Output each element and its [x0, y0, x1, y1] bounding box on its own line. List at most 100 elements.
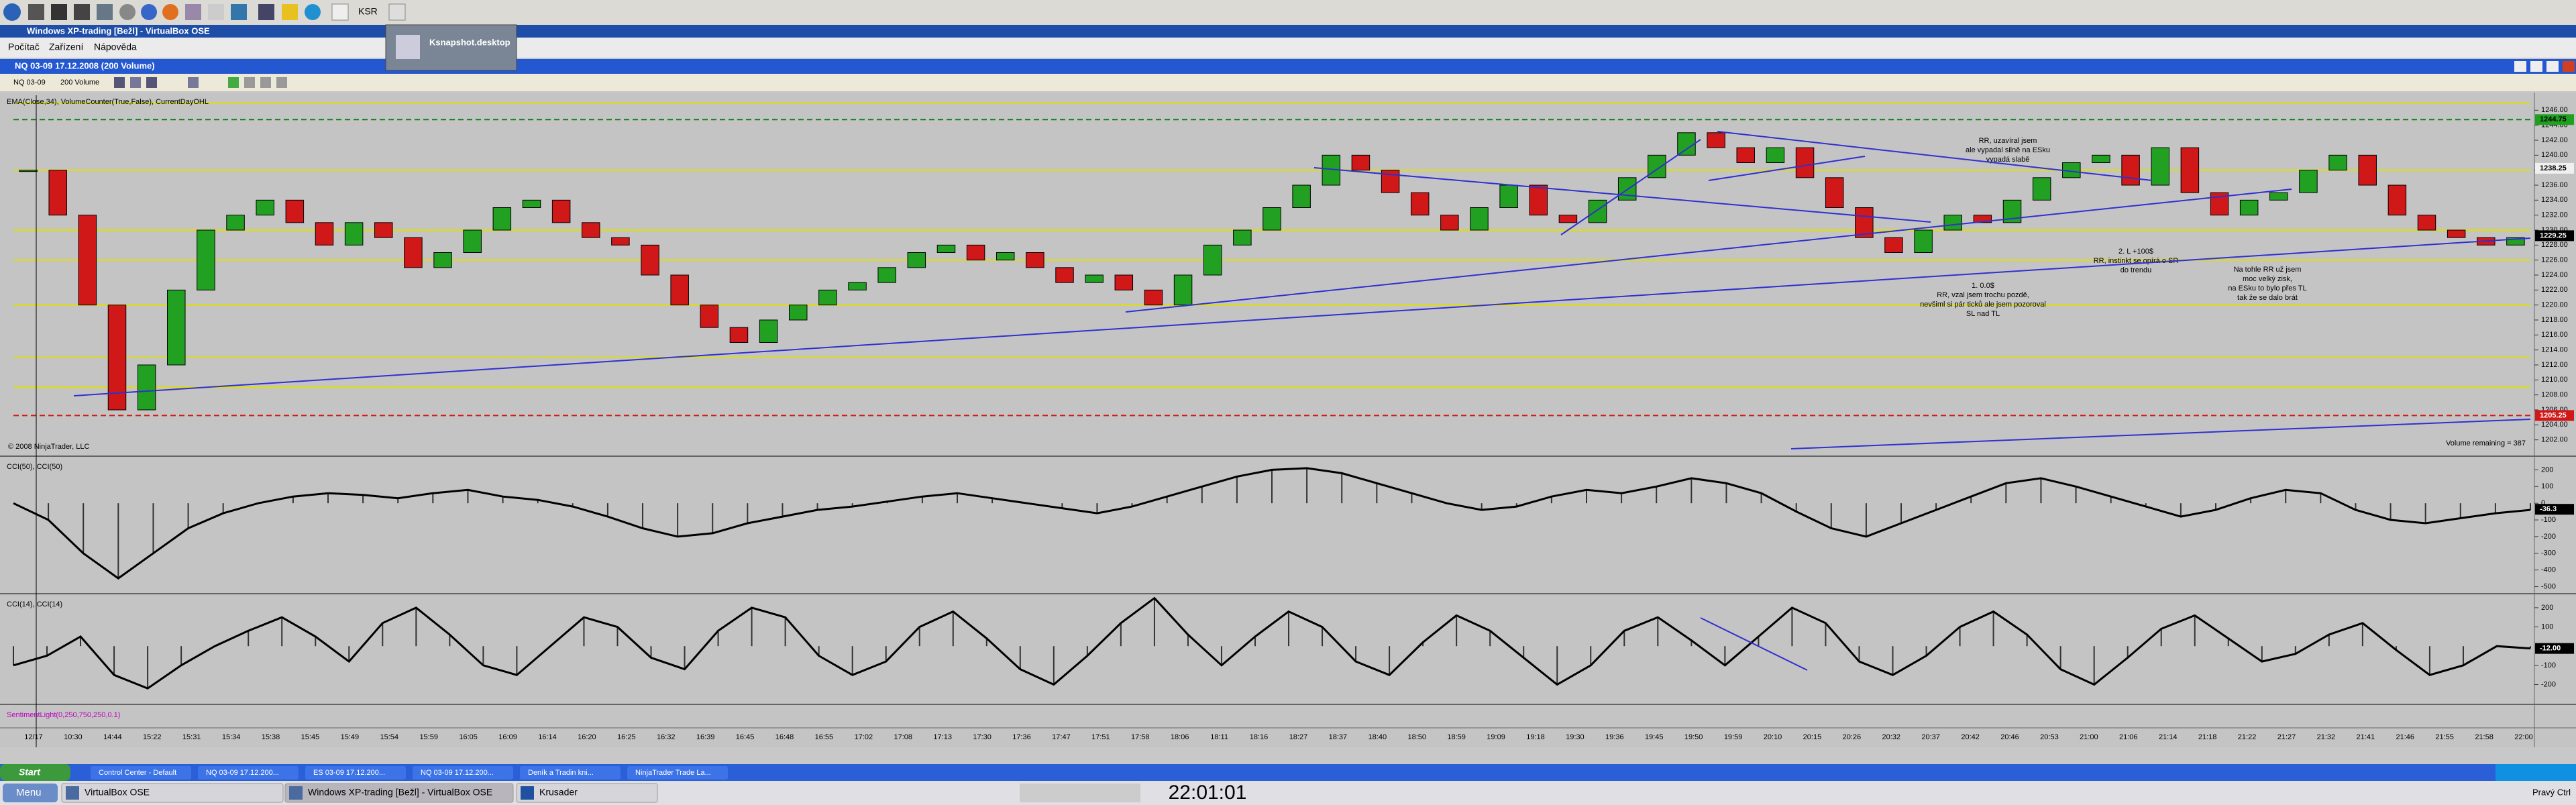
cci-bar [2261, 646, 2263, 662]
cci-bar [2361, 623, 2363, 647]
cci-bar [1456, 615, 1458, 647]
cci-bar [921, 496, 923, 504]
menu-item[interactable]: Nápověda [94, 42, 137, 52]
menu-label[interactable]: Menu [16, 787, 42, 798]
cci-line [13, 596, 2531, 690]
candle [996, 252, 1015, 261]
x-tick-label: 17:47 [1052, 733, 1071, 741]
panel-label[interactable]: KSR [358, 6, 378, 17]
candle [1055, 267, 1074, 283]
candle [1263, 207, 1281, 231]
x-tick-label: 18:06 [1171, 733, 1189, 741]
candle [1470, 207, 1489, 231]
candle [1558, 215, 1578, 223]
candle [404, 237, 423, 268]
cci-bar [2424, 503, 2426, 524]
cci-bar [1992, 611, 1994, 647]
task-label[interactable]: NQ 03-09 17.12.200... [421, 769, 494, 777]
launcher-icons [3, 3, 406, 21]
candle [1292, 184, 1311, 208]
annotation: tak že se dalo brát [2237, 294, 2298, 302]
candle [107, 305, 127, 411]
toolbar-icons[interactable] [114, 77, 287, 88]
cci-bar [2110, 496, 2112, 504]
task-button[interactable] [91, 766, 191, 780]
cci-bar [1795, 503, 1797, 512]
clock: 22:01:01 [1169, 782, 1247, 804]
instrument[interactable]: NQ 03-09 [13, 78, 46, 87]
candle [1529, 184, 1548, 216]
annotation: nevšiml si pár ticků ale jsem pozoroval [1920, 301, 2046, 309]
x-tick-label: 21:27 [2277, 733, 2296, 741]
task-icon[interactable] [66, 786, 79, 800]
price-marker-label: -36.3 [2540, 505, 2557, 513]
cci-bar [1550, 496, 1552, 504]
price-marker [2535, 230, 2574, 241]
task-label[interactable]: NQ 03-09 17.12.200... [206, 769, 279, 777]
y-tick-label: -400 [2541, 566, 2556, 574]
task-label[interactable]: Deník a Tradin kni... [528, 769, 594, 777]
period[interactable]: 200 Volume [60, 78, 99, 87]
task-label[interactable]: Control Center - Default [99, 769, 176, 777]
x-tick-label: 10:30 [64, 733, 83, 741]
x-tick-label: 21:00 [2080, 733, 2098, 741]
cci-bar [2040, 478, 2042, 504]
candle [1499, 184, 1518, 208]
candle [2151, 147, 2169, 186]
task-icon[interactable] [289, 786, 303, 800]
task-button[interactable] [627, 766, 728, 780]
task-label[interactable]: Windows XP-trading [Bežl] - VirtualBox O… [308, 787, 492, 798]
candle [670, 274, 689, 306]
task-button[interactable] [284, 783, 514, 803]
menu-item[interactable]: Počítač [8, 42, 40, 52]
task-button[interactable] [61, 783, 284, 803]
tooltip-icon [396, 35, 420, 59]
window-buttons[interactable] [2514, 61, 2575, 72]
window-titlebar [0, 59, 2576, 74]
candle [966, 244, 985, 261]
candle [48, 170, 67, 216]
task-label[interactable]: ES 03-09 17.12.200... [313, 769, 385, 777]
candle [1707, 132, 1725, 148]
x-tick-label: 17:08 [894, 733, 912, 741]
cci-bar [1096, 503, 1098, 514]
x-tick-label: 21:32 [2317, 733, 2336, 741]
menu-button[interactable] [3, 784, 58, 802]
price-marker-label: 1244.75 [2540, 115, 2567, 123]
chart-area [0, 93, 2576, 747]
task-button[interactable] [198, 766, 299, 780]
cci-bar [918, 627, 920, 647]
x-tick-label: 18:59 [1447, 733, 1466, 741]
candle [1766, 147, 1785, 164]
task-button[interactable] [305, 766, 406, 780]
start-button[interactable] [0, 764, 70, 781]
cci-bar [583, 617, 585, 647]
menu-item[interactable]: Zařízení [49, 42, 83, 52]
start-label[interactable]: Start [19, 767, 41, 777]
task-icon[interactable] [521, 786, 534, 800]
task-label[interactable]: NinjaTrader Trade La... [635, 769, 711, 777]
cci-bar [2395, 646, 2397, 650]
annotation: RR, uzavíral jsem [1979, 137, 2037, 145]
candle [78, 215, 97, 306]
y-tick-label: 0 [2541, 499, 2545, 507]
annotation: na ESku to bylo přes TL [2228, 284, 2306, 292]
task-button[interactable] [520, 766, 621, 780]
candle [2387, 184, 2407, 216]
candle [700, 305, 719, 328]
candle [2032, 177, 2051, 201]
cci-bar [1019, 646, 1021, 669]
cci-bar [784, 617, 786, 647]
cci-bar [13, 646, 14, 665]
task-button[interactable] [413, 766, 513, 780]
candle [1351, 154, 1371, 171]
x-tick-label: 16:09 [498, 733, 517, 741]
cci-bar [1322, 627, 1324, 647]
cci-bar [187, 503, 189, 529]
task-button[interactable] [516, 783, 658, 803]
task-label[interactable]: VirtualBox OSE [85, 787, 150, 798]
y-tick-label: 100 [2541, 623, 2553, 631]
task-label[interactable]: Krusader [539, 787, 578, 798]
candle [848, 282, 867, 290]
cci-bar [1166, 496, 1168, 504]
